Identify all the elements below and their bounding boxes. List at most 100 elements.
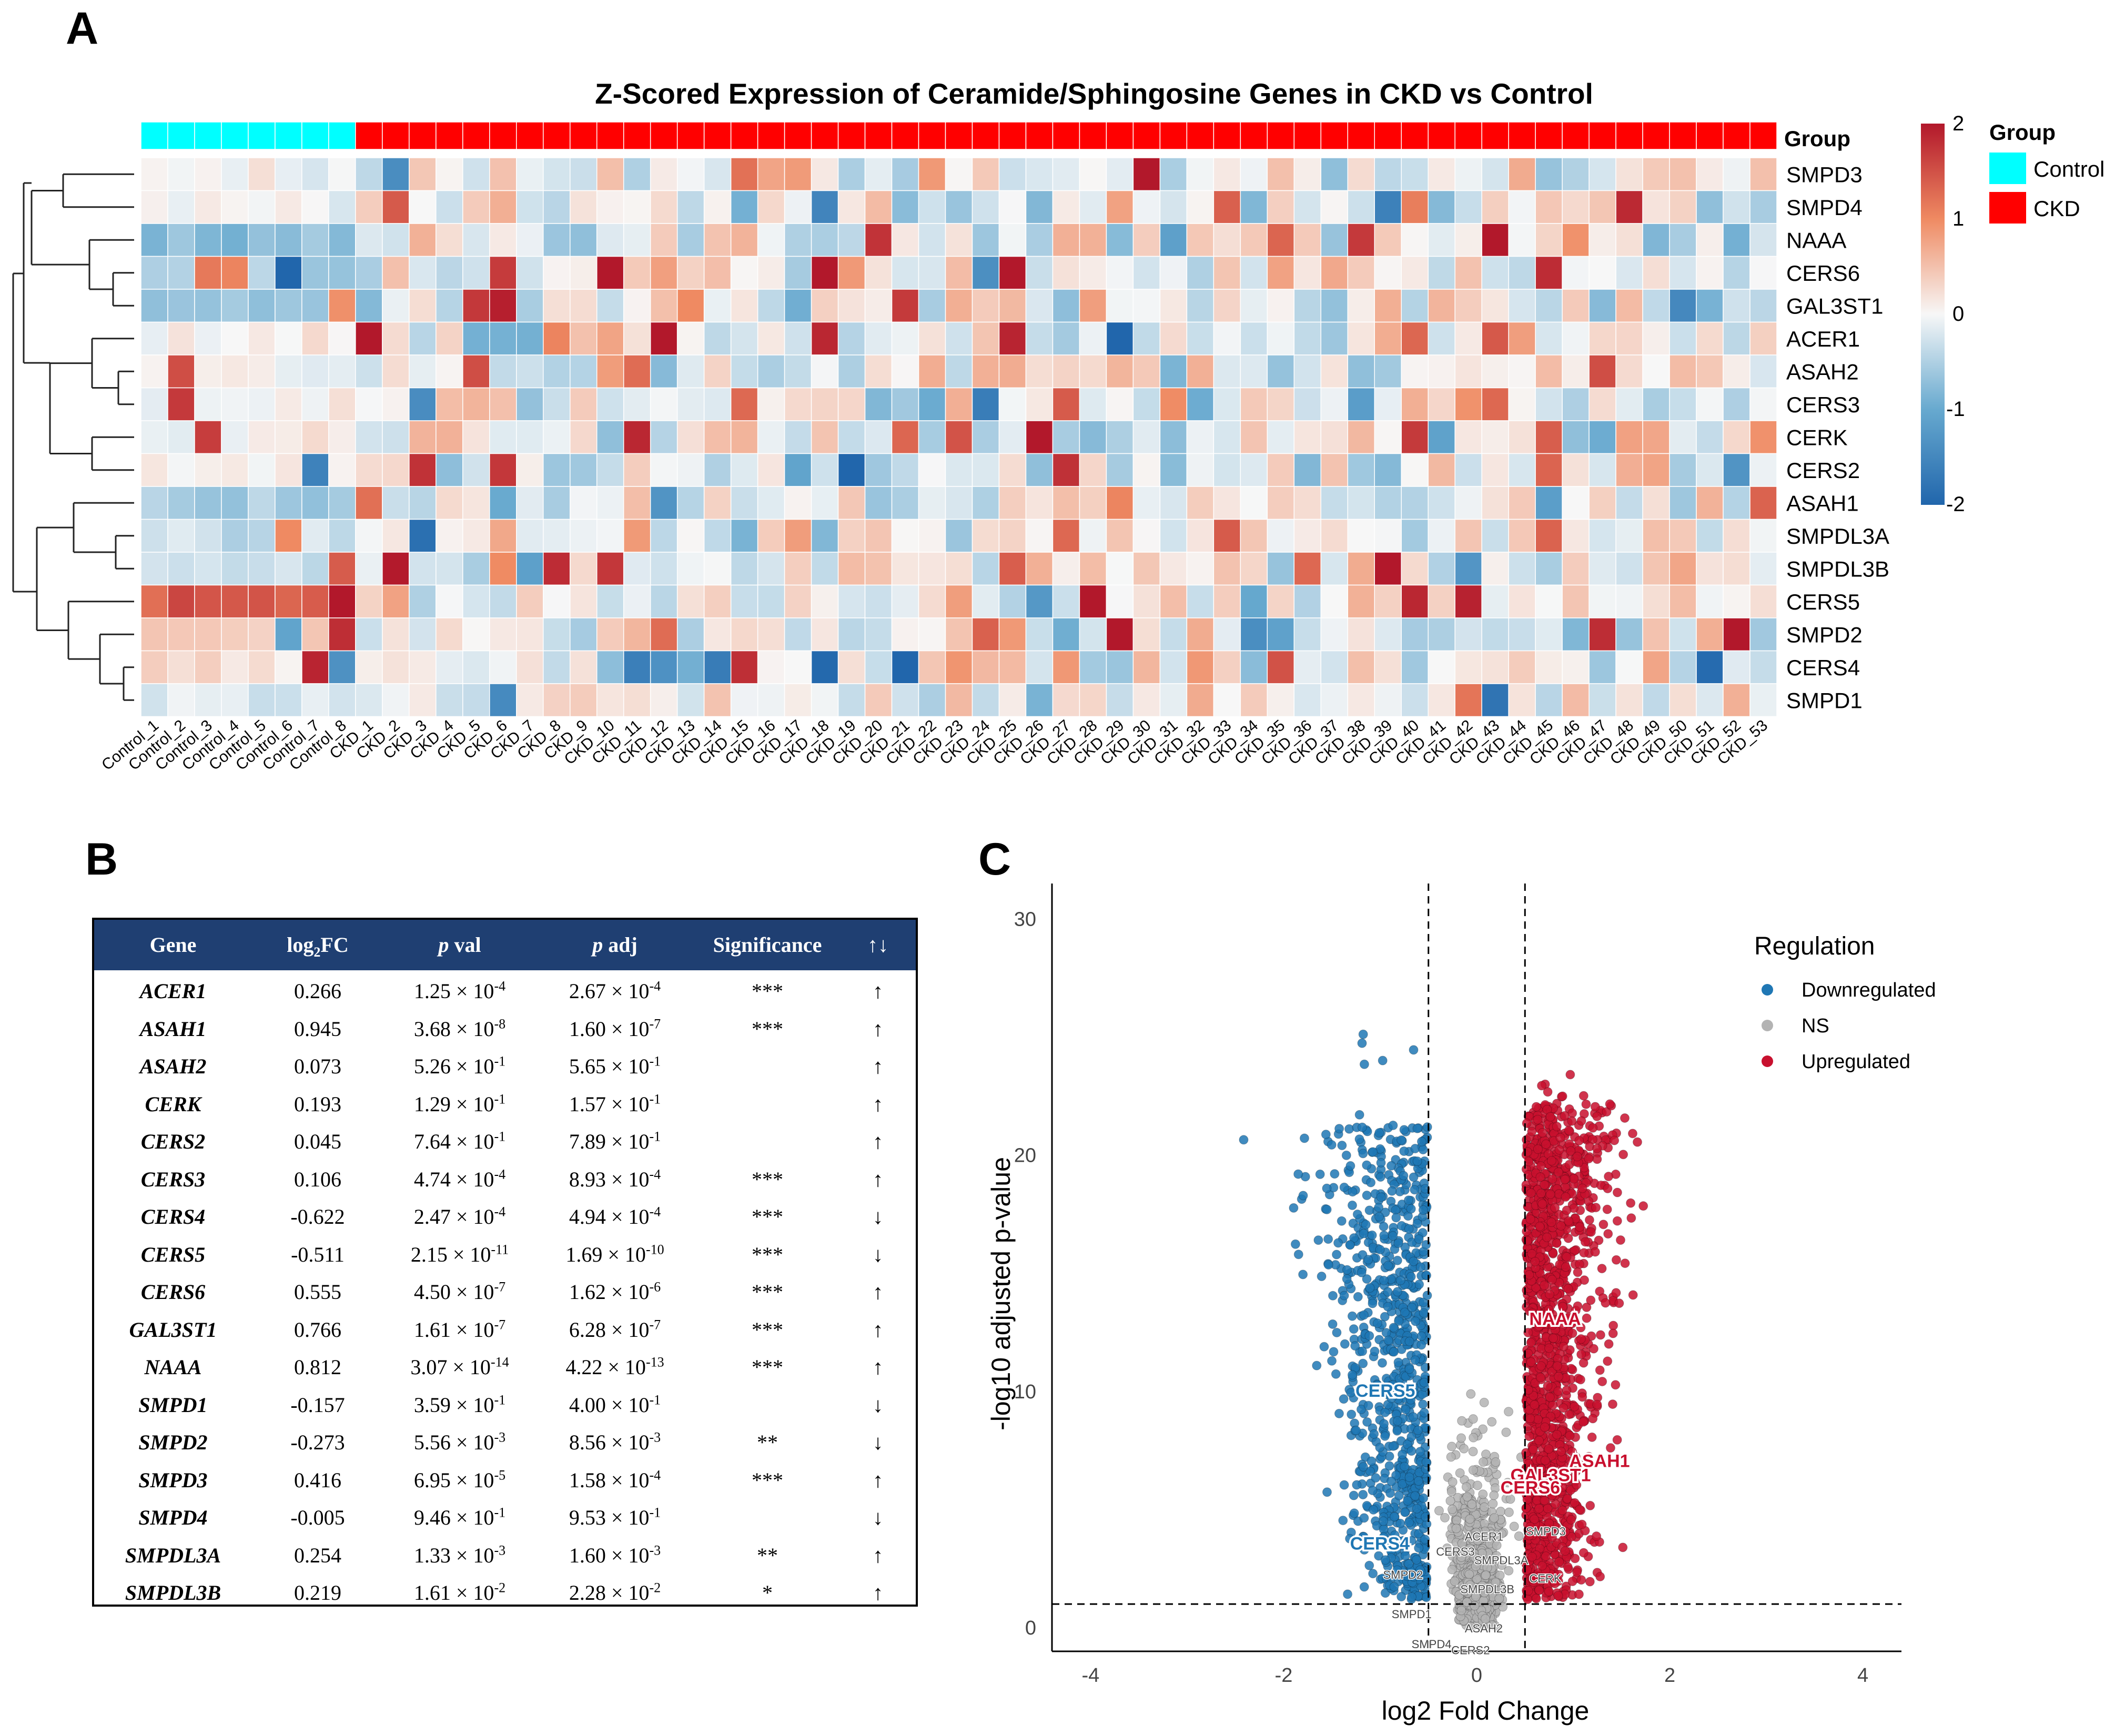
heatmap-cell bbox=[275, 519, 302, 553]
heatmap-cell bbox=[972, 650, 1000, 684]
times-ten: × 10 bbox=[450, 1468, 494, 1492]
heatmap-cell bbox=[1293, 552, 1322, 586]
heatmap-cell bbox=[409, 420, 437, 454]
ns-point bbox=[1488, 1499, 1498, 1509]
heatmap-cell bbox=[1481, 486, 1509, 520]
heatmap-cell bbox=[1132, 453, 1161, 487]
heatmap-cell bbox=[1723, 486, 1750, 520]
up-point bbox=[1618, 1542, 1628, 1552]
heatmap-cell bbox=[945, 486, 973, 520]
cell-pval: 1.29 × 10-1 bbox=[383, 1085, 536, 1123]
down-point bbox=[1354, 1110, 1364, 1120]
down-point bbox=[1347, 1370, 1357, 1380]
heatmap-cell bbox=[275, 256, 302, 290]
heatmap-cell bbox=[301, 256, 329, 290]
heatmap-cell bbox=[972, 190, 1000, 224]
heatmap-cell bbox=[757, 617, 785, 652]
heatmap-cell bbox=[355, 354, 383, 389]
gene-row-label: SMPD3 bbox=[1786, 162, 1863, 187]
heatmap-cell bbox=[1401, 486, 1429, 520]
heatmap-cell bbox=[596, 157, 624, 191]
heatmap-cell bbox=[275, 157, 302, 191]
up-point bbox=[1549, 1333, 1559, 1343]
group-cell bbox=[248, 121, 276, 150]
up-point bbox=[1548, 1400, 1558, 1410]
heatmap-cell bbox=[1079, 354, 1107, 389]
heatmap-cell bbox=[489, 256, 517, 290]
heatmap-cell bbox=[1347, 552, 1375, 586]
up-point bbox=[1595, 1571, 1605, 1581]
up-point bbox=[1556, 1447, 1566, 1457]
heatmap-cell bbox=[167, 321, 195, 356]
heatmap-cell bbox=[328, 683, 356, 717]
up-point bbox=[1535, 1373, 1545, 1383]
ns-point bbox=[1469, 1433, 1479, 1443]
heatmap-cell bbox=[1374, 683, 1402, 717]
cell-log2fc: -0.273 bbox=[290, 1430, 345, 1454]
down-point bbox=[1379, 1275, 1389, 1285]
heatmap-cell bbox=[1454, 256, 1482, 290]
up-point bbox=[1585, 1577, 1595, 1587]
heatmap-cell bbox=[1106, 552, 1134, 586]
group-cell bbox=[409, 121, 437, 150]
up-point bbox=[1565, 1070, 1575, 1080]
heatmap-cell bbox=[864, 584, 893, 618]
up-point bbox=[1582, 1313, 1592, 1323]
heatmap-cell bbox=[757, 157, 785, 191]
heatmap-cell bbox=[998, 519, 1027, 553]
up-point bbox=[1526, 1464, 1536, 1474]
ns-point bbox=[1455, 1468, 1465, 1478]
down-point bbox=[1342, 1274, 1352, 1284]
down-point bbox=[1334, 1408, 1344, 1418]
heatmap-cell bbox=[1454, 223, 1482, 257]
heatmap-cell bbox=[1186, 354, 1215, 389]
up-point bbox=[1527, 1572, 1537, 1582]
heatmap-cell bbox=[1347, 321, 1375, 356]
heatmap-cell bbox=[1615, 256, 1643, 290]
down-point bbox=[1376, 1158, 1386, 1168]
heatmap-cell bbox=[918, 617, 946, 652]
heatmap-cell bbox=[1132, 157, 1161, 191]
cell-gene: SMPD3 bbox=[138, 1468, 208, 1492]
cell-gene: SMPDL3B bbox=[125, 1581, 221, 1605]
heatmap-cell bbox=[757, 453, 785, 487]
heatmap-cell bbox=[1186, 420, 1215, 454]
heatmap-cell bbox=[945, 157, 973, 191]
ns-point bbox=[1451, 1524, 1461, 1534]
heatmap-cell bbox=[864, 552, 893, 586]
group-cell bbox=[462, 121, 490, 150]
cell-significance: *** bbox=[752, 1468, 783, 1492]
heatmap-cell bbox=[1132, 387, 1161, 421]
heatmap-cell bbox=[1454, 321, 1482, 356]
heatmap-cell bbox=[623, 552, 651, 586]
down-point bbox=[1327, 1140, 1337, 1150]
heatmap-cell bbox=[221, 519, 249, 553]
padj-exponent: -3 bbox=[649, 1542, 661, 1558]
group-cell bbox=[1749, 121, 1777, 150]
down-point bbox=[1239, 1135, 1249, 1145]
heatmap-cell bbox=[864, 617, 893, 652]
heatmap-cell bbox=[1213, 256, 1241, 290]
times-ten: × 10 bbox=[605, 1092, 650, 1116]
cell-pval: 3.07 × 10-14 bbox=[383, 1348, 536, 1386]
heatmap-cell bbox=[1562, 552, 1590, 586]
heatmap-cell bbox=[1213, 584, 1241, 618]
cell-log2fc: 0.073 bbox=[294, 1054, 341, 1078]
up-point bbox=[1591, 1203, 1601, 1213]
up-point bbox=[1554, 1145, 1564, 1155]
heatmap-cell bbox=[676, 453, 705, 487]
heatmap-cell bbox=[301, 650, 329, 684]
heatmap-cell bbox=[1132, 420, 1161, 454]
ns-point bbox=[1447, 1565, 1457, 1575]
table-row: SMPD1 -0.157 3.59 × 10-1 4.00 × 10-1 ↓ bbox=[94, 1386, 916, 1424]
heatmap-cell bbox=[516, 157, 544, 191]
header-gene: Gene bbox=[149, 933, 197, 957]
heatmap-cell bbox=[1159, 256, 1188, 290]
cell-significance: *** bbox=[752, 1017, 783, 1041]
pval-exponent: -8 bbox=[494, 1016, 506, 1032]
padj-exponent: -6 bbox=[649, 1279, 661, 1295]
heatmap-cell bbox=[918, 256, 946, 290]
heatmap-cell bbox=[811, 387, 839, 421]
heatmap-cell bbox=[275, 420, 302, 454]
up-point bbox=[1575, 1375, 1585, 1385]
